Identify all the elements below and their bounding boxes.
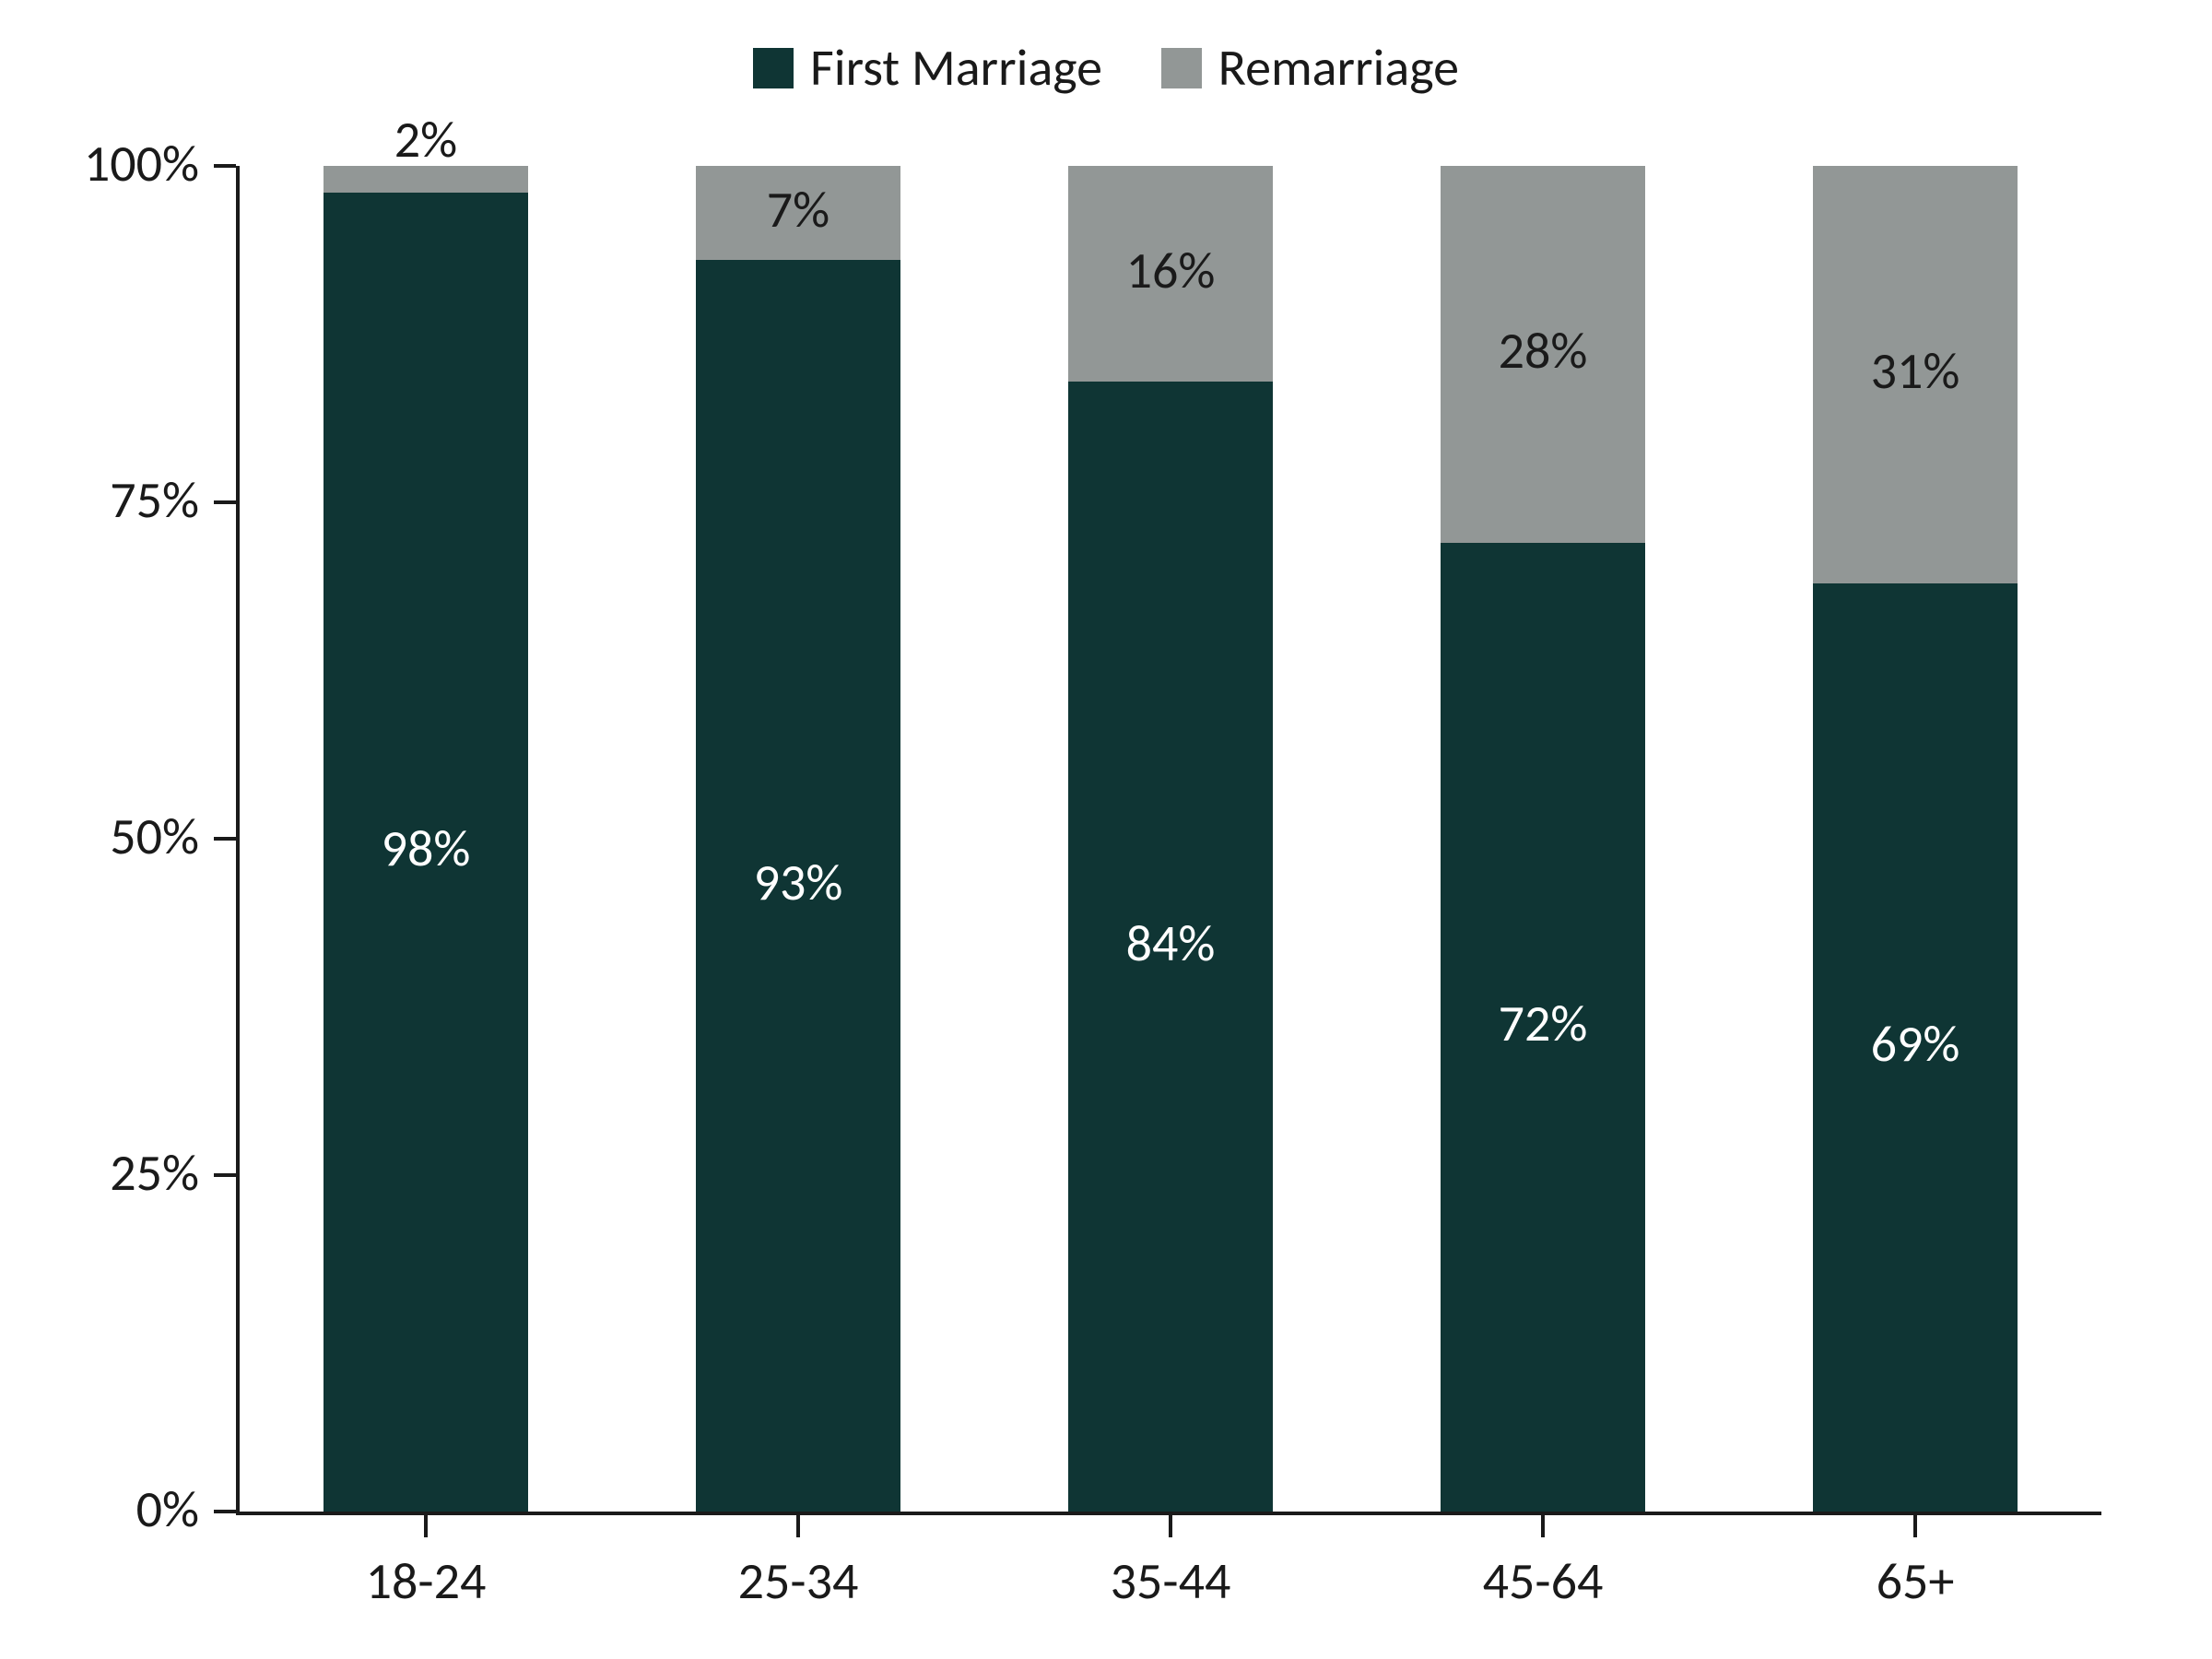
legend-label-first-marriage: First Marriage	[810, 37, 1102, 100]
legend-swatch-first-marriage	[753, 48, 794, 88]
x-axis-label: 45-64	[1357, 1550, 1729, 1613]
y-tick	[214, 837, 236, 841]
x-tick	[796, 1515, 800, 1537]
bar-label-first: 72%	[1441, 993, 1645, 1055]
legend-item-remarriage: Remarriage	[1161, 37, 1459, 100]
bar-65+: 69% 31%	[1813, 166, 2018, 1512]
x-axis-label: 65+	[1729, 1550, 2101, 1613]
legend-label-remarriage: Remarriage	[1218, 37, 1459, 100]
y-axis-label: 25%	[0, 1142, 199, 1205]
bar-18-24: 98%2%	[324, 166, 528, 1512]
bar-label-first: 84%	[1068, 912, 1273, 975]
y-tick	[214, 164, 236, 168]
y-axis-line	[236, 166, 240, 1512]
y-axis-label: 0%	[0, 1478, 199, 1541]
y-tick	[214, 500, 236, 504]
bar-25-34: 93% 7%	[696, 166, 900, 1512]
x-axis-label: 25-34	[612, 1550, 984, 1613]
bar-label-remarriage: 31%	[1813, 340, 2018, 403]
bar-label-first: 93%	[696, 852, 900, 914]
chart-legend: First Marriage Remarriage	[0, 37, 2212, 100]
bar-label-first: 69%	[1813, 1013, 2018, 1076]
legend-swatch-remarriage	[1161, 48, 1202, 88]
bar-label-remarriage: 7%	[696, 179, 900, 241]
bar-label-remarriage: 16%	[1068, 240, 1273, 302]
y-tick	[214, 1173, 236, 1177]
y-axis-label: 75%	[0, 469, 199, 532]
plot-area: 0%25%50%75%100%98%2%18-2493%7%25-3484%16…	[240, 166, 2101, 1512]
y-axis-label: 100%	[0, 133, 199, 195]
bar-45-64: 72% 28%	[1441, 166, 1645, 1512]
y-axis-label: 50%	[0, 806, 199, 868]
x-tick	[1913, 1515, 1917, 1537]
x-tick	[1541, 1515, 1545, 1537]
bar-label-remarriage: 2%	[324, 109, 528, 171]
x-axis-label: 18-24	[240, 1550, 612, 1613]
x-tick	[424, 1515, 428, 1537]
bar-label-remarriage: 28%	[1441, 320, 1645, 382]
bar-label-first: 98%	[324, 818, 528, 880]
marriage-by-age-chart: First Marriage Remarriage 0% 25% 50% 75% 100…	[0, 0, 2212, 1659]
x-axis-label: 35-44	[984, 1550, 1357, 1613]
legend-item-first-marriage: First Marriage	[753, 37, 1102, 100]
x-tick	[1169, 1515, 1172, 1537]
y-tick	[214, 1510, 236, 1513]
bar-35-44: 84% 16%	[1068, 166, 1273, 1512]
